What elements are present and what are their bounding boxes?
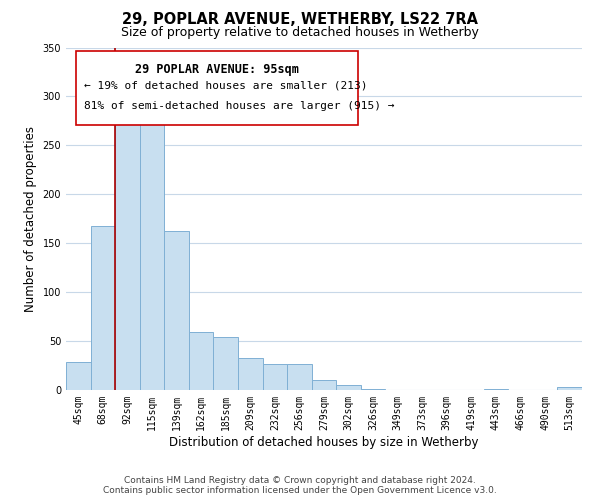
Bar — [189, 332, 214, 390]
X-axis label: Distribution of detached houses by size in Wetherby: Distribution of detached houses by size … — [169, 436, 479, 448]
Text: 81% of semi-detached houses are larger (915) →: 81% of semi-detached houses are larger (… — [84, 100, 395, 110]
Bar — [484, 389, 508, 390]
Bar — [361, 389, 385, 390]
Text: Size of property relative to detached houses in Wetherby: Size of property relative to detached ho… — [121, 26, 479, 39]
Bar — [263, 364, 287, 390]
Bar — [164, 232, 189, 390]
Text: 29, POPLAR AVENUE, WETHERBY, LS22 7RA: 29, POPLAR AVENUE, WETHERBY, LS22 7RA — [122, 12, 478, 28]
Y-axis label: Number of detached properties: Number of detached properties — [24, 126, 37, 312]
Bar — [312, 380, 336, 390]
Text: 29 POPLAR AVENUE: 95sqm: 29 POPLAR AVENUE: 95sqm — [135, 63, 299, 76]
Text: Contains HM Land Registry data © Crown copyright and database right 2024.
Contai: Contains HM Land Registry data © Crown c… — [103, 476, 497, 495]
Bar — [287, 364, 312, 390]
FancyBboxPatch shape — [76, 51, 358, 125]
Text: ← 19% of detached houses are smaller (213): ← 19% of detached houses are smaller (21… — [84, 80, 368, 90]
Bar — [140, 108, 164, 390]
Bar — [214, 337, 238, 390]
Bar — [336, 385, 361, 390]
Bar — [91, 226, 115, 390]
Bar — [238, 358, 263, 390]
Bar — [115, 121, 140, 390]
Bar — [66, 362, 91, 390]
Bar — [557, 387, 582, 390]
